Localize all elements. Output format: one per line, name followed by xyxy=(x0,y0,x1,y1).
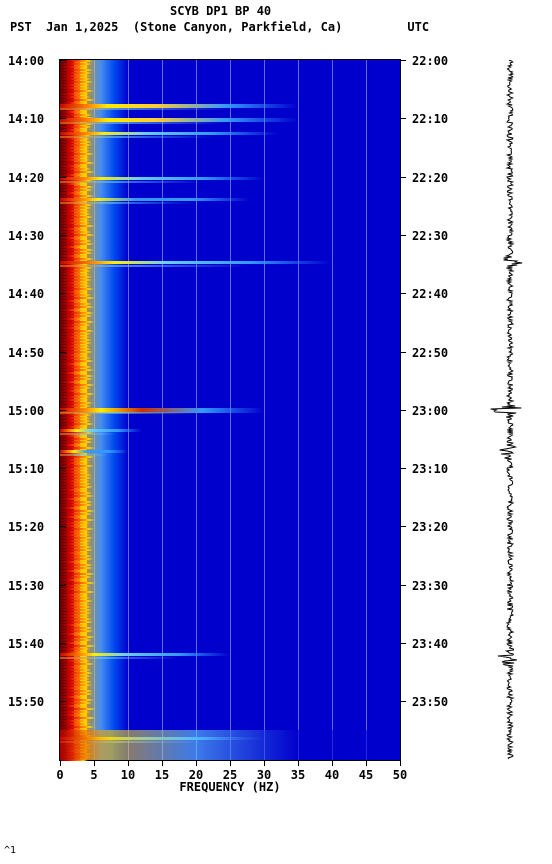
frequency-axis-label: FREQUENCY (HZ) xyxy=(60,780,400,794)
pst-time-label: 15:30 xyxy=(8,579,44,593)
location-label: (Stone Canyon, Parkfield, Ca) xyxy=(133,20,343,34)
chart-subtitle: PST Jan 1,2025 (Stone Canyon, Parkfield,… xyxy=(0,20,552,36)
utc-time-label: 22:50 xyxy=(412,346,448,360)
pst-time-label: 14:40 xyxy=(8,287,44,301)
pst-time-label: 14:30 xyxy=(8,229,44,243)
footer-mark: ^1 xyxy=(4,845,16,856)
chart-header: SCYB DP1 BP 40 PST Jan 1,2025 (Stone Can… xyxy=(0,0,552,35)
spectrogram-plot xyxy=(60,60,400,760)
utc-time-label: 22:40 xyxy=(412,287,448,301)
seismic-waveform xyxy=(480,60,540,760)
utc-time-label: 23:40 xyxy=(412,637,448,651)
pst-time-label: 14:10 xyxy=(8,112,44,126)
pst-label: PST xyxy=(10,20,32,34)
pst-time-label: 14:00 xyxy=(8,54,44,68)
pst-time-label: 14:50 xyxy=(8,346,44,360)
utc-time-label: 23:20 xyxy=(412,520,448,534)
chart-title: SCYB DP1 BP 40 xyxy=(0,4,552,20)
utc-time-label: 23:10 xyxy=(412,462,448,476)
pst-time-label: 15:40 xyxy=(8,637,44,651)
pst-time-label: 15:10 xyxy=(8,462,44,476)
utc-time-label: 22:30 xyxy=(412,229,448,243)
utc-time-label: 23:30 xyxy=(412,579,448,593)
utc-time-label: 23:00 xyxy=(412,404,448,418)
utc-time-label: 22:00 xyxy=(412,54,448,68)
pst-time-label: 15:50 xyxy=(8,695,44,709)
date-label: Jan 1,2025 xyxy=(46,20,118,34)
utc-time-label: 22:10 xyxy=(412,112,448,126)
utc-time-label: 22:20 xyxy=(412,171,448,185)
pst-time-label: 15:00 xyxy=(8,404,44,418)
pst-time-label: 15:20 xyxy=(8,520,44,534)
pst-time-label: 14:20 xyxy=(8,171,44,185)
utc-label: UTC xyxy=(407,20,429,34)
utc-time-label: 23:50 xyxy=(412,695,448,709)
